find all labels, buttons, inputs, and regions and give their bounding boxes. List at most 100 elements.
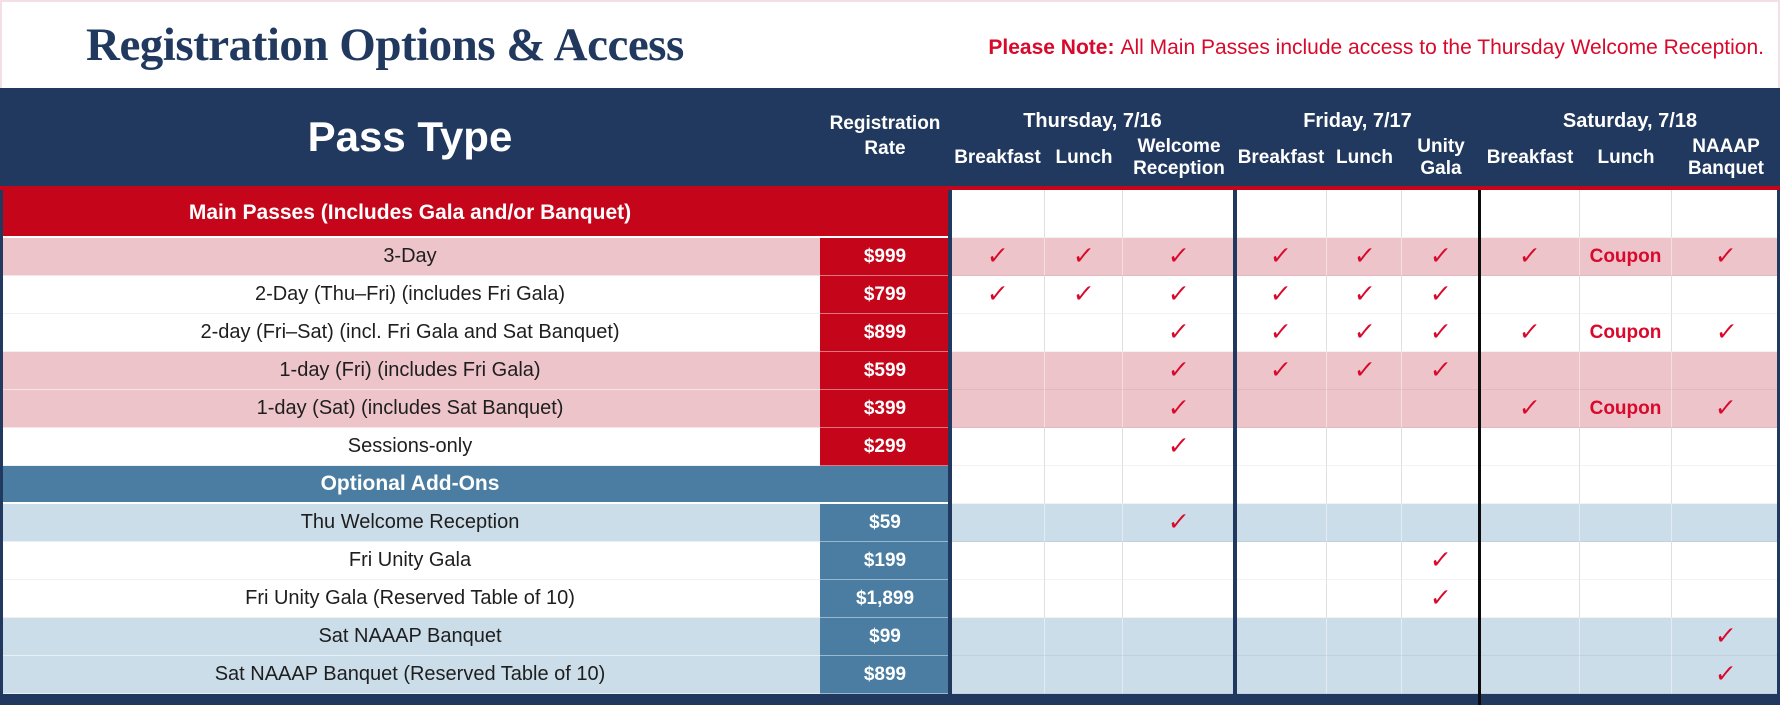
rate-column-divider <box>948 190 952 705</box>
check-icon: ✓ <box>1071 280 1096 308</box>
thursday-friday-divider <box>1233 190 1237 705</box>
mark-cell <box>1580 542 1672 580</box>
check-icon: ✓ <box>1071 242 1096 270</box>
mark-cell: ✓ <box>1123 428 1235 466</box>
mark-cell: ✓ <box>1672 656 1780 694</box>
section-header-row: Optional Add-Ons <box>0 466 1780 504</box>
pass-rate: $899 <box>820 314 950 352</box>
coupon-label: Coupon <box>1589 321 1662 343</box>
mark-cell <box>1327 618 1402 656</box>
pass-rate: $59 <box>820 504 950 542</box>
mark-cell <box>1327 504 1402 542</box>
mark-cell: ✓ <box>1672 238 1780 276</box>
coupon-label: Coupon <box>1589 397 1662 419</box>
column-header-thu-welcome-reception: Welcome Reception <box>1133 135 1225 179</box>
mark-cell: ✓ <box>1123 238 1235 276</box>
check-icon: ✓ <box>1714 318 1738 346</box>
section-header-row: Main Passes (Includes Gala and/or Banque… <box>0 190 1780 238</box>
empty-cell <box>1123 190 1235 238</box>
empty-cell <box>1672 190 1780 238</box>
header-accent-line <box>0 186 1780 190</box>
mark-cell: ✓ <box>1327 314 1402 352</box>
pass-row: 1-day (Fri) (includes Fri Gala) $599 ✓ ✓ ✓ ✓ <box>0 352 1780 390</box>
mark-cell: ✓ <box>1480 314 1580 352</box>
mark-cell: ✓ <box>1672 618 1780 656</box>
mark-cell <box>1402 504 1480 542</box>
mark-cell <box>950 656 1045 694</box>
day-group-header-thursday: Thursday, 7/16 <box>1023 110 1162 132</box>
pass-label: Sat NAAAP Banquet <box>0 618 820 656</box>
table-body: Main Passes (Includes Gala and/or Banque… <box>0 190 1780 694</box>
column-header-fri-breakfast: Breakfast <box>1237 146 1325 168</box>
column-header-thu-lunch: Lunch <box>1055 146 1113 168</box>
check-icon: ✓ <box>1166 318 1191 346</box>
mark-cell <box>1123 656 1235 694</box>
empty-cell <box>1672 466 1780 504</box>
pass-label: 2-day (Fri–Sat) (incl. Fri Gala and Sat … <box>0 314 820 352</box>
mark-cell: Coupon <box>1580 238 1672 276</box>
empty-cell <box>1580 190 1672 238</box>
mark-cell <box>1327 656 1402 694</box>
mark-cell <box>1580 276 1672 314</box>
column-header-sat-breakfast: Breakfast <box>1486 146 1574 168</box>
empty-cell <box>1327 190 1402 238</box>
pass-label: Thu Welcome Reception <box>0 504 820 542</box>
mark-cell: ✓ <box>1402 580 1480 618</box>
mark-cell <box>1402 428 1480 466</box>
check-icon: ✓ <box>1428 584 1453 612</box>
empty-cell <box>1480 466 1580 504</box>
mark-cell <box>1045 580 1123 618</box>
empty-cell <box>1402 466 1480 504</box>
mark-cell <box>1672 428 1780 466</box>
mark-cell <box>1480 580 1580 618</box>
pass-label: 3-Day <box>0 238 820 276</box>
mark-cell <box>1235 428 1327 466</box>
mark-cell <box>1580 504 1672 542</box>
mark-cell <box>1580 618 1672 656</box>
check-icon: ✓ <box>1517 318 1542 346</box>
mark-cell: ✓ <box>1123 504 1235 542</box>
mark-cell <box>1045 390 1123 428</box>
check-icon: ✓ <box>1428 546 1453 574</box>
mark-cell <box>950 542 1045 580</box>
check-icon: ✓ <box>1713 394 1738 422</box>
pass-rate: $799 <box>820 276 950 314</box>
mark-cell <box>950 618 1045 656</box>
mark-cell: ✓ <box>1123 276 1235 314</box>
mark-cell <box>1580 656 1672 694</box>
empty-cell <box>950 190 1045 238</box>
mark-cell <box>950 428 1045 466</box>
day-group-header-saturday: Saturday, 7/18 <box>1562 110 1698 132</box>
bottom-border-bar <box>0 694 1780 705</box>
day-group-header-friday: Friday, 7/17 <box>1303 110 1412 132</box>
pass-row: 1-day (Sat) (includes Sat Banquet) $399 ✓ ✓… <box>0 390 1780 428</box>
mark-cell <box>1235 542 1327 580</box>
check-icon: ✓ <box>1352 356 1376 384</box>
mark-cell <box>1327 428 1402 466</box>
mark-cell <box>1123 618 1235 656</box>
empty-cell <box>1402 190 1480 238</box>
mark-cell <box>1123 542 1235 580</box>
pass-row: Sat NAAAP Banquet $99 ✓ <box>0 618 1780 656</box>
mark-cell: ✓ <box>1402 238 1480 276</box>
mark-cell <box>1235 390 1327 428</box>
mark-cell: ✓ <box>1123 352 1235 390</box>
section-header-label: Optional Add-Ons <box>0 466 950 504</box>
page-title: Registration Options & Access <box>86 19 684 71</box>
pass-row: Fri Unity Gala $199 ✓ <box>0 542 1780 580</box>
pass-rate: $1,899 <box>820 580 950 618</box>
mark-cell: ✓ <box>1402 276 1480 314</box>
table-left-border <box>0 190 3 705</box>
mark-cell <box>1580 428 1672 466</box>
mark-cell <box>1480 542 1580 580</box>
mark-cell: ✓ <box>1327 352 1402 390</box>
table-right-border <box>1777 190 1780 705</box>
check-icon: ✓ <box>1268 318 1293 346</box>
friday-saturday-divider <box>1478 190 1481 705</box>
empty-cell <box>1327 466 1402 504</box>
pass-rate: $99 <box>820 618 950 656</box>
mark-cell: Coupon <box>1580 390 1672 428</box>
column-header-sat-naaap-banquet: NAAAP Banquet <box>1688 135 1764 179</box>
check-icon: ✓ <box>1166 508 1191 536</box>
